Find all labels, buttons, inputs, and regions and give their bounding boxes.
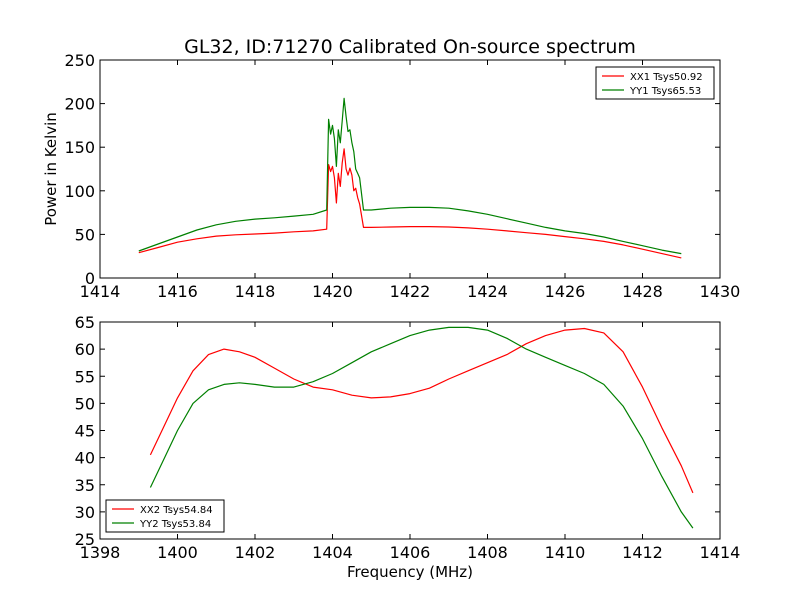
bottom-chart-plot-frame [99,321,721,540]
y-tick-label: 45 [75,422,95,441]
x-tick-label: 1404 [312,543,353,562]
legend-entry: YY1 Tsys65.53 [629,86,701,97]
y-tick-label: 65 [75,313,95,332]
bottom-chart-legend: XX2 Tsys54.84 YY2 Tsys53.84 [105,499,225,533]
y-tick-label: 50 [75,225,95,244]
x-tick-label: 1430 [700,282,741,301]
top-chart-plot-frame [99,59,721,279]
y-tick-label: 55 [75,367,95,386]
top-chart-title: GL32, ID:71270 Calibrated On-source spec… [184,36,636,58]
top-chart-series-lines [138,97,682,259]
y-tick-label: 250 [64,51,95,70]
series-line-2 [149,326,694,529]
x-tick-label: 1418 [235,282,276,301]
x-tick-label: 1410 [545,543,586,562]
y-tick-label: 35 [75,476,95,495]
x-tick-label: 1428 [622,282,663,301]
x-tick-label: 1406 [390,543,431,562]
legend-entry: XX2 Tsys54.84 [140,505,213,516]
x-tick-label: 1412 [622,543,663,562]
y-tick-label: 30 [75,503,95,522]
x-tick-label: 1398 [80,543,121,562]
y-tick-label: 40 [75,449,95,468]
y-tick-label: 100 [64,182,95,201]
x-tick-label: 1414 [700,543,741,562]
y-tick-label: 60 [75,340,95,359]
y-tick-label: 50 [75,394,95,413]
bottom-chart-x-axis-label: Frequency (MHz) [347,563,473,581]
legend-box [595,66,715,100]
x-tick-label: 1414 [80,282,121,301]
x-tick-label: 1422 [390,282,431,301]
y-tick-label: 25 [75,530,95,549]
legend-entry: YY2 Tsys53.84 [139,519,211,530]
y-tick-label: 150 [64,138,95,157]
series-line-2 [138,97,682,255]
top-chart-y-axis-label: Power in Kelvin [42,112,60,226]
x-tick-label: 1402 [235,543,276,562]
top-chart: GL32, ID:71270 Calibrated On-source spec… [42,36,740,301]
series-line-1 [138,148,682,259]
y-tick-label: 0 [85,269,95,288]
top-chart-ticks: 1414 1416 1418 1420 1422 1424 1426 1428 1430 0 50 1… [64,51,740,301]
bottom-chart-ticks: 1398 1400 1402 1404 1406 1408 1410 1412 1414 25 30… [75,313,741,562]
x-tick-label: 1408 [467,543,508,562]
x-tick-label: 1400 [157,543,198,562]
series-line-1 [149,327,694,494]
x-tick-label: 1420 [312,282,353,301]
bottom-chart: Frequency (MHz) 1398 1400 1402 1404 1406 1408… [75,313,741,581]
top-chart-legend: XX1 Tsys50.92 YY1 Tsys65.53 [595,66,715,100]
x-tick-label: 1424 [467,282,508,301]
y-tick-label: 200 [64,95,95,114]
legend-entry: XX1 Tsys50.92 [630,72,703,83]
legend-box [105,499,225,533]
x-tick-label: 1426 [545,282,586,301]
x-tick-label: 1416 [157,282,198,301]
bottom-chart-series-lines [149,326,694,529]
